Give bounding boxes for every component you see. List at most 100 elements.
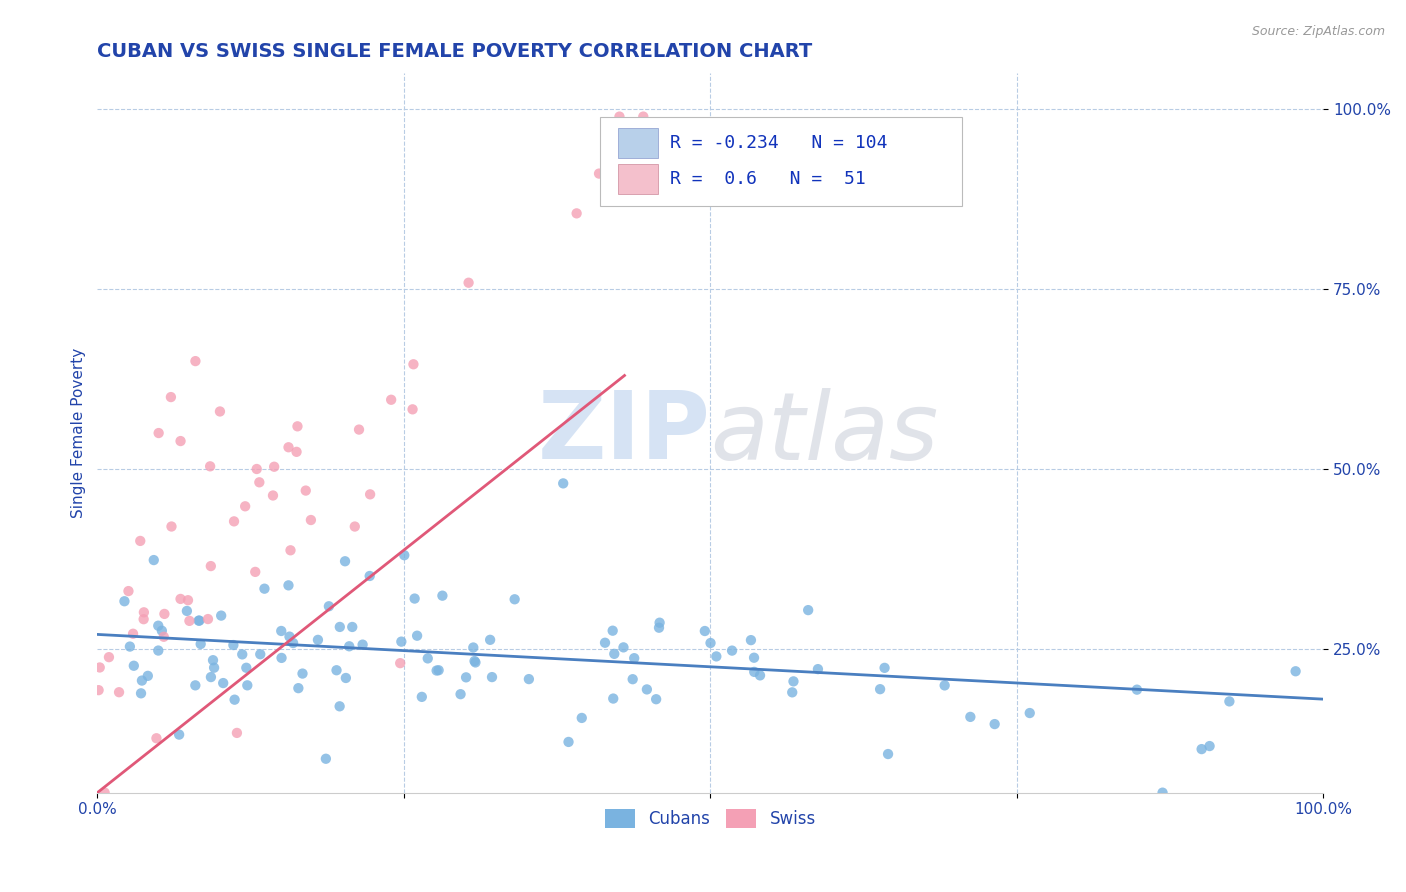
Point <box>1126 682 1149 697</box>
Point <box>565 206 588 220</box>
Point <box>740 633 762 648</box>
Point <box>411 690 433 704</box>
Point <box>602 691 624 706</box>
Point <box>602 624 624 638</box>
Point <box>621 672 644 686</box>
Point <box>780 685 803 699</box>
Point <box>463 640 485 655</box>
Point <box>198 459 221 474</box>
Point <box>132 612 155 626</box>
Point <box>464 654 486 668</box>
Point <box>131 673 153 688</box>
Point <box>609 110 631 124</box>
Point <box>281 636 304 650</box>
Point <box>742 650 765 665</box>
Point <box>87 683 110 698</box>
Point <box>1152 786 1174 800</box>
Point <box>263 459 285 474</box>
Point <box>1191 742 1213 756</box>
Point <box>873 661 896 675</box>
Point <box>645 692 668 706</box>
Point <box>699 636 721 650</box>
Point <box>209 608 232 623</box>
Point <box>224 692 246 706</box>
Point <box>427 663 450 677</box>
Text: CUBAN VS SWISS SINGLE FEMALE POVERTY CORRELATION CHART: CUBAN VS SWISS SINGLE FEMALE POVERTY COR… <box>97 42 813 61</box>
Point <box>450 687 472 701</box>
Point <box>623 651 645 665</box>
Point <box>877 747 900 761</box>
Point <box>869 682 891 697</box>
Point <box>202 653 225 667</box>
Point <box>270 624 292 638</box>
Point <box>287 681 309 695</box>
Point <box>208 404 231 418</box>
Point <box>457 276 479 290</box>
Point <box>333 554 356 568</box>
Point <box>380 392 402 407</box>
Point <box>89 660 111 674</box>
Point <box>122 658 145 673</box>
Point <box>983 717 1005 731</box>
Point <box>402 357 425 371</box>
Point <box>148 643 170 657</box>
Point <box>132 605 155 619</box>
Point <box>117 584 139 599</box>
Point <box>315 752 337 766</box>
Point <box>648 615 671 630</box>
Point <box>169 434 191 448</box>
Point <box>464 656 486 670</box>
Point <box>359 569 381 583</box>
Point <box>394 548 416 562</box>
FancyBboxPatch shape <box>619 128 658 158</box>
Point <box>1198 739 1220 753</box>
Point <box>277 578 299 592</box>
Point <box>148 618 170 632</box>
Point <box>749 668 772 682</box>
Point <box>277 440 299 454</box>
Point <box>389 656 412 670</box>
Point <box>593 636 616 650</box>
Text: R = -0.234   N = 104: R = -0.234 N = 104 <box>669 134 887 153</box>
Point <box>97 650 120 665</box>
Point <box>479 632 502 647</box>
FancyBboxPatch shape <box>619 164 658 194</box>
Y-axis label: Single Female Poverty: Single Female Poverty <box>72 348 86 518</box>
Point <box>122 626 145 640</box>
Point <box>553 476 575 491</box>
Point <box>253 582 276 596</box>
Point <box>294 483 316 498</box>
Point <box>160 390 183 404</box>
Point <box>200 670 222 684</box>
Point <box>226 726 249 740</box>
Point <box>325 663 347 677</box>
Point <box>335 671 357 685</box>
Point <box>150 624 173 638</box>
Point <box>246 462 269 476</box>
Point <box>742 665 765 679</box>
Point <box>633 110 655 124</box>
Point <box>389 634 412 648</box>
Point <box>247 475 270 490</box>
Point <box>503 592 526 607</box>
Point <box>401 402 423 417</box>
Point <box>114 594 136 608</box>
Point <box>231 648 253 662</box>
Point <box>693 624 716 638</box>
Point <box>416 651 439 665</box>
Point <box>235 661 257 675</box>
Point <box>93 786 115 800</box>
Point <box>557 735 579 749</box>
Point <box>270 651 292 665</box>
Point <box>129 686 152 700</box>
Point <box>721 643 744 657</box>
Point <box>118 640 141 654</box>
Point <box>177 593 200 607</box>
Point <box>797 603 820 617</box>
Legend: Cubans, Swiss: Cubans, Swiss <box>598 802 823 835</box>
Point <box>285 445 308 459</box>
Point <box>426 664 449 678</box>
Point <box>307 632 329 647</box>
Point <box>291 666 314 681</box>
Point <box>187 614 209 628</box>
